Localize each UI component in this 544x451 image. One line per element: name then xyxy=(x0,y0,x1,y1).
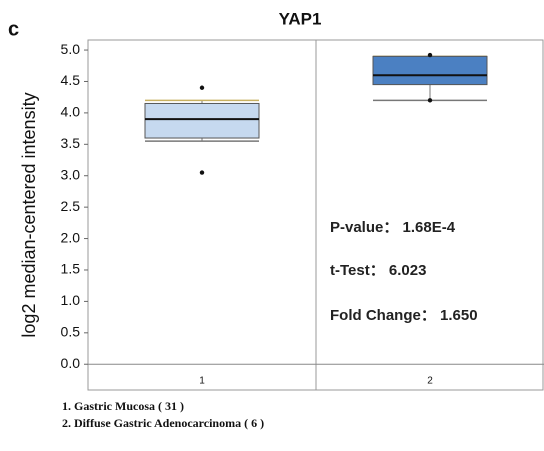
annotation: t-Test： 6.023 xyxy=(330,262,426,279)
box xyxy=(372,55,488,86)
y-tick-label: 2.5 xyxy=(61,198,81,214)
outlier xyxy=(427,52,433,58)
outlier xyxy=(199,85,205,90)
chart-title: YAP1 xyxy=(279,9,322,28)
legend-entry: 2. Diffuse Gastric Adenocarcinoma ( 6 ) xyxy=(62,416,264,430)
y-tick-label: 2.0 xyxy=(61,229,81,245)
y-tick-label: 4.0 xyxy=(61,104,81,120)
y-tick-label: 1.0 xyxy=(61,292,81,308)
outlier xyxy=(199,170,205,175)
y-tick-label: 3.0 xyxy=(61,166,81,182)
x-tick-label: 1 xyxy=(199,376,205,387)
legend-entry: 1. Gastric Mucosa ( 31 ) xyxy=(62,399,184,413)
y-axis-label: log2 median-centered intensity xyxy=(19,92,39,337)
y-tick-label: 4.5 xyxy=(61,72,81,88)
y-tick-label: 0.0 xyxy=(61,355,81,371)
annotation: P-value： 1.68E-4 xyxy=(330,219,456,236)
annotation: Fold Change： 1.650 xyxy=(330,307,478,324)
y-tick-label: 3.5 xyxy=(61,135,81,151)
outlier xyxy=(427,98,433,103)
panel-label: c xyxy=(8,18,19,40)
y-tick-label: 1.5 xyxy=(61,261,81,277)
box xyxy=(144,102,260,139)
x-tick-label: 2 xyxy=(427,376,433,387)
y-tick-label: 0.5 xyxy=(61,324,81,340)
y-tick-label: 5.0 xyxy=(61,41,81,57)
